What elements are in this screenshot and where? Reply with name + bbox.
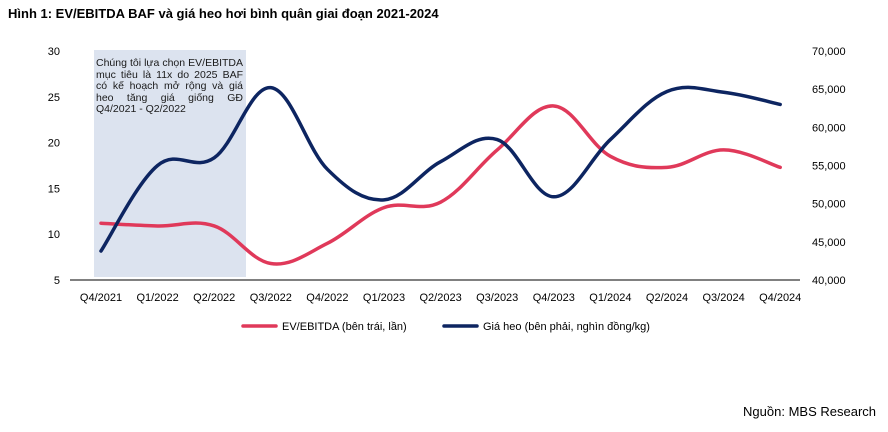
x-tick-label: Q3/2022: [250, 292, 292, 304]
legend-label-gia-heo: Giá heo (bên phải, nghìn đồng/kg): [483, 321, 650, 333]
y-left-tick-label: 25: [48, 92, 60, 104]
y-left-tick-label: 15: [48, 183, 60, 195]
x-tick-label: Q4/2021: [80, 292, 122, 304]
x-tick-label: Q2/2024: [646, 292, 688, 304]
y-left-tick-label: 10: [48, 229, 60, 241]
x-tick-label: Q3/2024: [702, 292, 744, 304]
y-right-tick-label: 70,000: [812, 46, 846, 58]
annotation-text: Chúng tôi lựa chọn EV/EBITDA mục tiêu là…: [96, 57, 243, 116]
highlight-region: [94, 50, 246, 277]
y-left-tick-label: 30: [48, 46, 60, 58]
legend-label-ev-ebitda: EV/EBITDA (bên trái, lần): [282, 321, 407, 333]
x-tick-label: Q1/2022: [136, 292, 178, 304]
figure-title: Hình 1: EV/EBITDA BAF và giá heo hơi bìn…: [8, 6, 439, 21]
x-tick-label: Q1/2024: [589, 292, 631, 304]
y-left-tick-label: 5: [54, 275, 60, 287]
x-tick-label: Q4/2023: [533, 292, 575, 304]
x-tick-label: Q2/2023: [419, 292, 461, 304]
x-tick-label: Q4/2022: [306, 292, 348, 304]
x-tick-label: Q1/2023: [363, 292, 405, 304]
y-right-tick-label: 50,000: [812, 199, 846, 211]
y-right-tick-label: 65,000: [812, 84, 846, 96]
x-tick-label: Q4/2024: [759, 292, 801, 304]
source-note: Nguồn: MBS Research: [743, 404, 876, 419]
series-line-ev-ebitda: [99, 104, 782, 266]
series-line-gia-heo: [99, 85, 782, 253]
y-right-tick-label: 55,000: [812, 161, 846, 173]
x-tick-label: Q3/2023: [476, 292, 518, 304]
x-tick-label: Q2/2022: [193, 292, 235, 304]
y-right-tick-label: 40,000: [812, 275, 846, 287]
y-left-tick-label: 20: [48, 138, 60, 150]
y-right-tick-label: 45,000: [812, 237, 846, 249]
y-right-tick-label: 60,000: [812, 122, 846, 134]
